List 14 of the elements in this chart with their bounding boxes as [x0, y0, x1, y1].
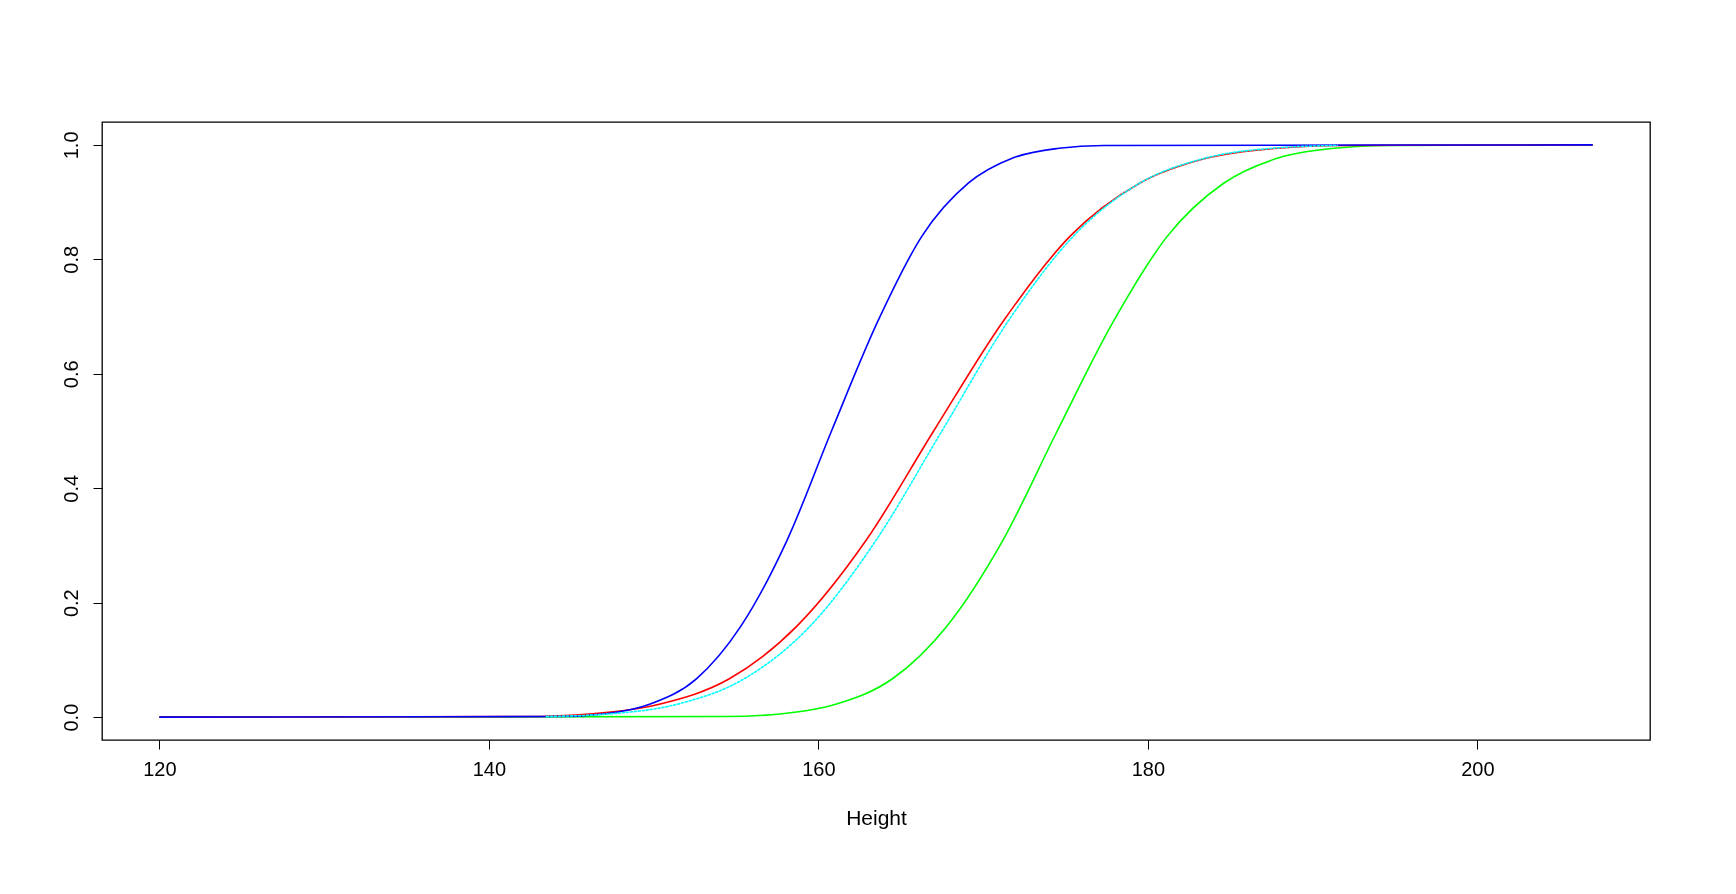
y-tick-label: 0.8	[59, 245, 82, 274]
y-tick-label: 1.0	[59, 131, 82, 160]
y-tick-label: 0.0	[59, 703, 82, 732]
x-tick-label: 160	[802, 757, 836, 780]
line-series	[545, 144, 1339, 718]
y-tick-label: 0.2	[59, 589, 82, 618]
x-axis-title: Height	[846, 805, 908, 829]
x-tick-label: 120	[143, 757, 177, 780]
line-series	[158, 144, 1594, 718]
y-tick-label: 0.6	[59, 360, 82, 389]
x-tick-label: 200	[1461, 757, 1495, 780]
x-tick-label: 140	[472, 757, 507, 780]
x-tick-label: 180	[1131, 757, 1166, 780]
y-tick-label: 0.4	[59, 474, 82, 503]
